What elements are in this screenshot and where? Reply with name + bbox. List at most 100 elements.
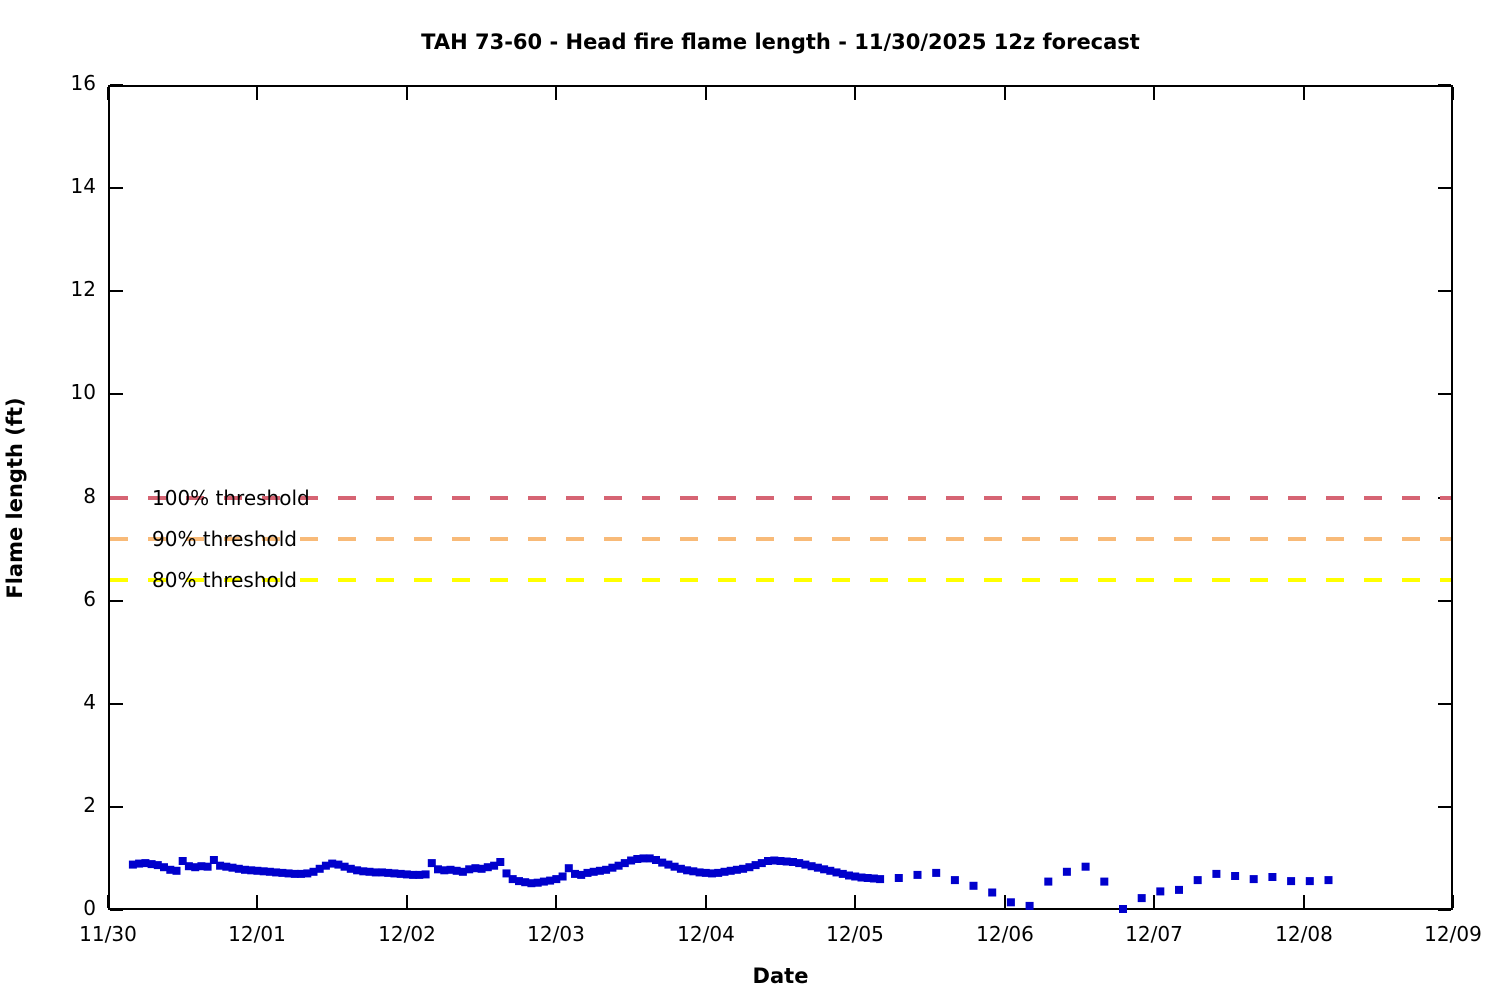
data-point: [191, 863, 200, 872]
x-tick-mark-top: [705, 87, 707, 100]
data-point: [284, 869, 293, 878]
x-tick-mark: [256, 895, 258, 908]
x-tick-mark: [854, 895, 856, 908]
data-point: [334, 860, 343, 869]
data-point: [253, 866, 262, 875]
data-point: [851, 872, 860, 881]
data-point: [533, 878, 542, 887]
data-point: [477, 864, 486, 873]
threshold-line: [110, 578, 1451, 582]
data-point: [1212, 869, 1221, 878]
data-point: [527, 879, 536, 888]
data-point: [365, 867, 374, 876]
data-point: [421, 870, 430, 879]
data-point: [147, 860, 156, 869]
y-tick-mark: [110, 806, 123, 808]
x-tick-mark: [555, 895, 557, 908]
data-point: [340, 862, 349, 871]
data-point: [652, 856, 660, 864]
x-tick-label: 12/07: [1125, 922, 1183, 946]
data-point: [801, 860, 810, 869]
data-point: [633, 855, 642, 863]
data-point: [645, 854, 654, 863]
y-tick-mark: [110, 600, 123, 602]
y-tick-label: 6: [83, 587, 96, 611]
data-point: [1268, 873, 1277, 881]
y-tick-label: 2: [83, 793, 96, 817]
data-point: [328, 859, 337, 868]
data-point: [384, 868, 393, 877]
x-tick-mark: [406, 895, 408, 908]
data-point: [265, 867, 274, 876]
x-tick-mark: [1153, 895, 1155, 908]
data-point: [434, 865, 442, 874]
data-point: [1006, 898, 1015, 907]
data-point: [608, 863, 617, 872]
data-point: [863, 874, 872, 882]
x-tick-mark-top: [1303, 87, 1305, 100]
data-point: [508, 875, 517, 884]
data-point: [515, 877, 523, 886]
data-point: [228, 863, 237, 872]
data-point: [396, 869, 405, 878]
data-point: [290, 869, 299, 878]
data-point: [1081, 862, 1090, 871]
data-point: [1025, 901, 1034, 910]
x-tick-label: 12/03: [527, 922, 585, 946]
data-point: [832, 868, 841, 877]
x-tick-label: 12/05: [826, 922, 884, 946]
data-point: [627, 856, 636, 865]
data-point: [776, 857, 785, 865]
data-point: [184, 862, 193, 871]
data-point: [409, 870, 418, 879]
data-point: [297, 869, 305, 878]
y-tick-label: 12: [70, 277, 96, 301]
data-point: [539, 877, 548, 886]
data-point: [732, 865, 741, 874]
y-tick-mark-right: [1438, 703, 1451, 705]
threshold-label: 100% threshold: [152, 485, 310, 510]
data-point: [209, 856, 218, 864]
data-point: [141, 859, 150, 868]
data-point: [359, 867, 368, 876]
data-point: [950, 876, 959, 885]
data-point: [1119, 905, 1127, 913]
data-point: [714, 868, 723, 877]
data-point: [845, 871, 853, 880]
x-tick-label: 12/01: [228, 922, 286, 946]
threshold-label: 80% threshold: [152, 568, 297, 592]
data-point: [1100, 877, 1109, 886]
data-point: [683, 866, 692, 875]
x-tick-label: 12/08: [1275, 922, 1333, 946]
data-point: [757, 859, 766, 868]
x-tick-mark: [1303, 895, 1305, 908]
data-point: [371, 868, 380, 877]
y-tick-mark-right: [1438, 84, 1451, 86]
data-point: [658, 858, 667, 867]
x-tick-mark-top: [107, 87, 109, 100]
y-tick-mark-right: [1438, 806, 1451, 808]
data-point: [241, 865, 249, 874]
data-point: [564, 864, 573, 873]
data-point: [577, 870, 586, 879]
data-point: [1249, 875, 1258, 884]
data-point: [1156, 887, 1165, 896]
threshold-label: 90% threshold: [152, 526, 297, 551]
data-point: [415, 870, 424, 879]
data-point: [913, 870, 922, 879]
data-point: [838, 869, 847, 878]
data-point: [178, 857, 187, 865]
y-tick-mark-right: [1438, 187, 1451, 189]
data-point: [782, 857, 791, 866]
data-point: [701, 868, 710, 877]
x-tick-mark-top: [256, 87, 258, 100]
data-point: [770, 856, 779, 865]
y-tick-mark-right: [1438, 290, 1451, 292]
x-tick-mark: [1452, 895, 1454, 908]
y-tick-mark: [110, 703, 123, 705]
y-tick-mark-right: [1438, 600, 1451, 602]
x-tick-mark-top: [1004, 87, 1006, 100]
data-point: [222, 862, 231, 871]
data-point: [720, 867, 729, 876]
